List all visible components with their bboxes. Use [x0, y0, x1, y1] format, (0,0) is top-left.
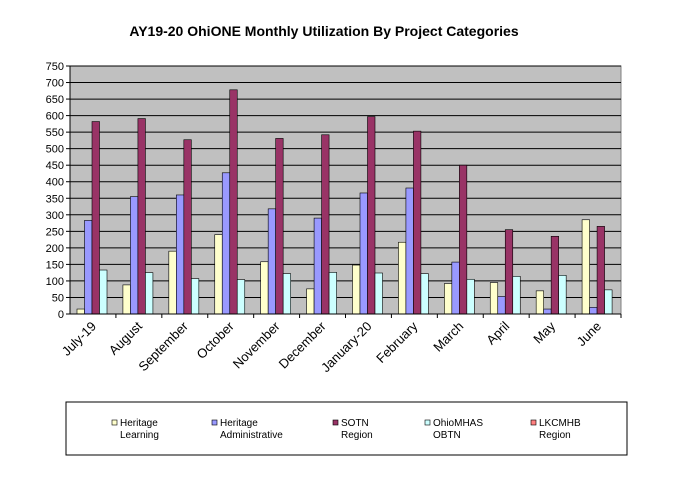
legend	[65, 401, 628, 456]
bar-heritage-april	[489, 282, 499, 315]
bar-ohiomhas-may	[558, 275, 567, 315]
plot-area	[69, 65, 622, 315]
legend-swatch	[111, 419, 118, 426]
y-tick-label: 400	[46, 177, 64, 189]
bar-sotn-december	[321, 134, 330, 315]
y-tick-label: 50	[52, 292, 64, 304]
bar-heritage-march	[444, 283, 453, 315]
y-tick-label: 300	[46, 210, 64, 222]
legend-swatch	[424, 419, 431, 426]
bar-heritage-january-20	[359, 192, 368, 315]
bar-heritage-september	[176, 194, 185, 315]
bar-heritage-november	[260, 261, 269, 315]
legend-label: Heritage	[220, 418, 258, 429]
bar-heritage-october	[221, 172, 231, 315]
bar-sotn-january-20	[367, 116, 376, 315]
bar-sotn-may	[550, 235, 559, 315]
y-tick-label: 550	[46, 127, 64, 139]
bar-ohiomhas-october	[236, 279, 246, 315]
legend-swatch	[332, 419, 339, 426]
y-tick-label: 700	[46, 78, 64, 90]
y-tick-label: 650	[46, 94, 64, 106]
y-tick-label: 350	[46, 193, 64, 205]
x-tick-label: November	[230, 318, 283, 371]
bar-heritage-december	[313, 217, 322, 315]
bar-heritage-june	[581, 219, 590, 315]
x-tick-label: March	[430, 319, 466, 355]
bar-heritage-august	[122, 284, 131, 315]
bar-sotn-november	[275, 138, 284, 315]
y-axis-ticks: 0 50 100 150 200 250 300 350 400 450 500 550 600 650 7…	[46, 61, 71, 321]
bar-ohiomhas-august	[145, 272, 154, 315]
bar-sotn-march	[459, 164, 468, 315]
y-tick-label: 450	[46, 160, 64, 172]
bar-ohiomhas-june	[604, 289, 613, 315]
x-tick-label: August	[106, 318, 145, 357]
bar-sotn-august	[137, 118, 146, 315]
bar-heritage-may	[543, 308, 552, 315]
bar-heritage-may	[535, 290, 544, 315]
bar-heritage-june	[589, 307, 598, 315]
y-tick-label: 600	[46, 111, 64, 123]
bar-ohiomhas-february	[420, 273, 429, 315]
bar-heritage-july-19	[76, 308, 85, 315]
y-tick-label: 500	[46, 144, 64, 156]
bar-sotn-september	[183, 139, 192, 315]
bar-heritage-february	[398, 241, 407, 315]
bar-ohiomhas-april	[512, 276, 521, 315]
x-tick-label: June	[574, 319, 605, 350]
legend-label: Learning	[120, 430, 159, 441]
legend-swatch	[211, 419, 218, 426]
bar-sotn-october	[229, 89, 238, 315]
legend-label: SOTN	[341, 418, 369, 429]
bar-ohiomhas-march	[466, 278, 475, 315]
bar-heritage-september	[168, 250, 177, 315]
bar-heritage-february	[405, 187, 414, 315]
bar-ohiomhas-september	[191, 278, 200, 315]
bar-heritage-july-19	[84, 220, 93, 315]
legend-label: OhioMHAS	[433, 418, 483, 429]
bar-ohiomhas-january-20	[374, 272, 383, 315]
bar-heritage-march	[451, 261, 460, 315]
y-tick-label: 150	[46, 259, 64, 271]
legend-label: OBTN	[433, 430, 461, 441]
chart-title: AY19-20 OhiONE Monthly Utilization By Pr…	[129, 23, 518, 39]
bar-sotn-february	[413, 130, 422, 315]
x-tick-label: October	[194, 318, 238, 362]
bar-heritage-august	[130, 196, 139, 315]
bar-heritage-december	[306, 288, 315, 315]
legend-label: Region	[539, 430, 571, 441]
y-tick-label: 200	[46, 243, 64, 255]
bars	[76, 89, 613, 315]
x-tick-label: February	[373, 318, 421, 366]
legend-entries: HeritageLearningHeritageAdministrativeSO…	[111, 418, 581, 441]
y-tick-label: 100	[46, 276, 64, 288]
bar-heritage-january-20	[352, 264, 361, 315]
y-tick-label: 250	[46, 226, 64, 238]
x-tick-label: April	[483, 318, 512, 347]
legend-label: Region	[341, 430, 373, 441]
legend-label: Administrative	[220, 430, 283, 441]
bar-sotn-june	[596, 226, 605, 315]
bar-ohiomhas-december	[328, 272, 337, 315]
y-tick-label: 0	[58, 309, 64, 321]
x-tick-label: September	[135, 318, 191, 374]
bar-ohiomhas-november	[282, 273, 291, 315]
bar-sotn-april	[504, 229, 514, 315]
bar-ohiomhas-july-19	[99, 269, 108, 315]
bar-heritage-october	[214, 234, 223, 315]
bar-heritage-november	[267, 208, 276, 315]
x-tick-label: July-19	[59, 319, 99, 359]
y-tick-label: 750	[46, 61, 64, 73]
legend-swatch	[530, 419, 537, 426]
bar-heritage-april	[497, 296, 506, 315]
x-tick-label: May	[530, 318, 558, 346]
legend-label: LKCMHB	[539, 418, 581, 429]
legend-label: Heritage	[120, 418, 158, 429]
bar-sotn-july-19	[91, 121, 100, 315]
